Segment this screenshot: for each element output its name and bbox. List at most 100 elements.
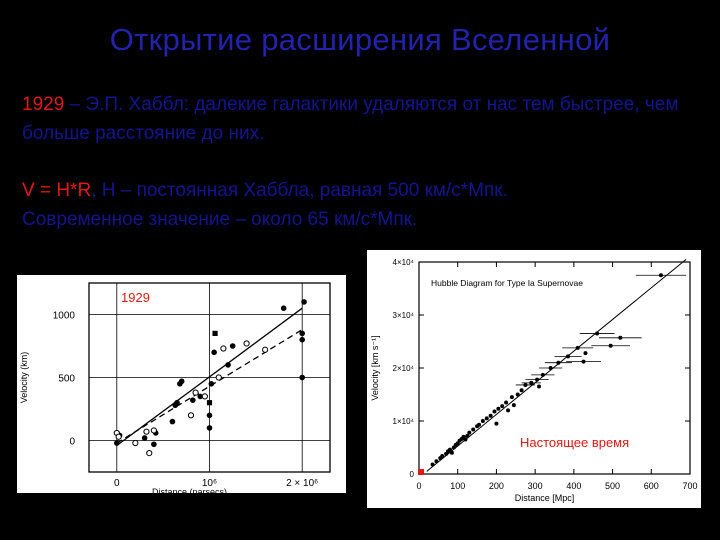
data-point — [618, 335, 623, 340]
data-point — [595, 331, 600, 336]
data-point-open — [192, 389, 199, 396]
data-point-open — [220, 345, 227, 352]
data-point-filled — [229, 343, 236, 349]
data-point — [583, 351, 588, 356]
data-point-filled — [206, 425, 213, 431]
data-point — [575, 345, 580, 350]
data-point-open — [243, 340, 250, 347]
data-point — [581, 359, 586, 364]
y-axis-label: Velocity [km s⁻¹] — [370, 335, 380, 400]
data-point-open — [262, 346, 269, 353]
chart-legend-title: Hubble Diagram for Type Ia Supernovae — [431, 278, 583, 288]
data-point-filled — [197, 393, 204, 400]
data-point — [515, 392, 520, 397]
data-point — [511, 403, 516, 408]
discovery-description: – Э.П. Хаббл: далекие галактики удаляютс… — [22, 94, 679, 144]
data-point-filled — [208, 381, 215, 387]
data-point-open — [143, 428, 150, 435]
fit-line-dashed — [116, 329, 303, 444]
data-point-filled — [301, 299, 307, 305]
data-point — [465, 433, 470, 438]
x-tick-label: 10⁶ — [202, 478, 217, 489]
data-point — [523, 382, 528, 387]
data-point — [488, 413, 493, 418]
x-tick-label: 500 — [605, 481, 620, 491]
data-point — [494, 421, 499, 426]
data-point — [535, 377, 540, 382]
data-point-filled — [190, 397, 196, 403]
data-point — [566, 354, 571, 359]
data-point-square — [212, 330, 218, 336]
data-point — [477, 422, 482, 427]
data-point — [608, 343, 613, 348]
x-tick-label: 100 — [450, 481, 465, 491]
data-point — [529, 380, 534, 385]
data-point — [509, 395, 514, 400]
hubble-1929-chart-panel: 0 10⁶ 2 × 10⁶ 0 500 1000 Distance (parsecs) Vel… — [17, 275, 346, 497]
hubble-law-text: V = H*R, H – постоянная Хаббла, равная 5… — [22, 176, 712, 234]
hubble-discovery-text: 1929 – Э.П. Хаббл: далекие галактики уда… — [22, 90, 712, 148]
data-point — [449, 450, 454, 455]
data-point-square — [206, 400, 213, 406]
supernova-chart-panel: 0 100 200 300 400 500 600 700 0 1×10⁴ 2×10⁴ 3×10⁴ 4×… — [367, 250, 701, 508]
origin-highlight — [418, 469, 424, 475]
data-point-filled — [299, 330, 305, 337]
y-tick-label: 1000 — [53, 311, 76, 322]
y-tick-label: 3×10⁴ — [393, 311, 415, 320]
data-point — [496, 406, 501, 411]
data-point-filled — [178, 378, 185, 385]
year-highlight: 1929 — [22, 94, 65, 115]
data-point — [548, 366, 553, 370]
data-point-filled — [141, 435, 148, 441]
hubble-constant-modern: Современное значение – около 65 км/с*Мпк… — [22, 209, 418, 230]
data-point-filled — [151, 441, 157, 448]
fit-line-solid — [116, 307, 303, 447]
x-tick-label: 0 — [416, 481, 421, 491]
data-point-open — [150, 427, 157, 434]
data-point — [434, 459, 439, 464]
data-point-filled — [169, 418, 176, 425]
data-point-filled — [206, 412, 213, 419]
fit-line — [426, 258, 687, 472]
hubble-formula: V = H*R — [22, 180, 92, 201]
data-point — [519, 388, 524, 393]
data-point-filled — [114, 440, 120, 446]
x-tick-label: 0 — [114, 478, 120, 489]
data-point — [658, 273, 663, 278]
x-tick-label: 400 — [566, 481, 581, 491]
present-time-label: Настоящее время — [520, 435, 629, 450]
data-point-filled — [174, 399, 180, 406]
data-point — [492, 409, 497, 414]
data-point — [537, 384, 542, 389]
data-point-filled — [280, 305, 287, 311]
data-point — [471, 427, 476, 432]
data-point-open — [201, 393, 208, 400]
y-tick-label: 2×10⁴ — [393, 364, 415, 373]
data-point — [463, 437, 468, 442]
data-point-open — [115, 433, 122, 440]
y-tick-label: 500 — [58, 374, 75, 385]
x-tick-label: 200 — [489, 481, 504, 491]
data-point — [467, 430, 472, 435]
x-tick-label: 700 — [682, 481, 697, 491]
x-axis-label: Distance (parsecs) — [152, 487, 227, 493]
data-point-open — [132, 439, 139, 447]
y-axis-label: Velocity (km) — [19, 352, 29, 404]
data-point — [430, 462, 435, 467]
y-tick-label: 0 — [69, 437, 75, 448]
x-tick-label: 300 — [528, 481, 543, 491]
data-point — [480, 419, 485, 423]
x-tick-label: 2 × 10⁶ — [286, 478, 318, 489]
data-point — [504, 400, 509, 405]
data-point — [556, 360, 561, 365]
y-tick-label: 0 — [410, 470, 415, 479]
data-point — [540, 372, 545, 377]
hubble-1929-chart: 0 10⁶ 2 × 10⁶ 0 500 1000 Distance (parsecs) Vel… — [19, 282, 331, 497]
data-point-open — [187, 412, 195, 419]
y-tick-label: 4×10⁴ — [393, 258, 415, 267]
year-1929-label: 1929 — [121, 290, 150, 305]
supernova-hubble-chart: 0 100 200 300 400 500 600 700 0 1×10⁴ 2×10⁴ 3×10⁴ 4×… — [370, 258, 698, 503]
data-point — [447, 447, 452, 452]
data-point-filled — [225, 362, 231, 368]
data-point-open — [146, 450, 153, 457]
